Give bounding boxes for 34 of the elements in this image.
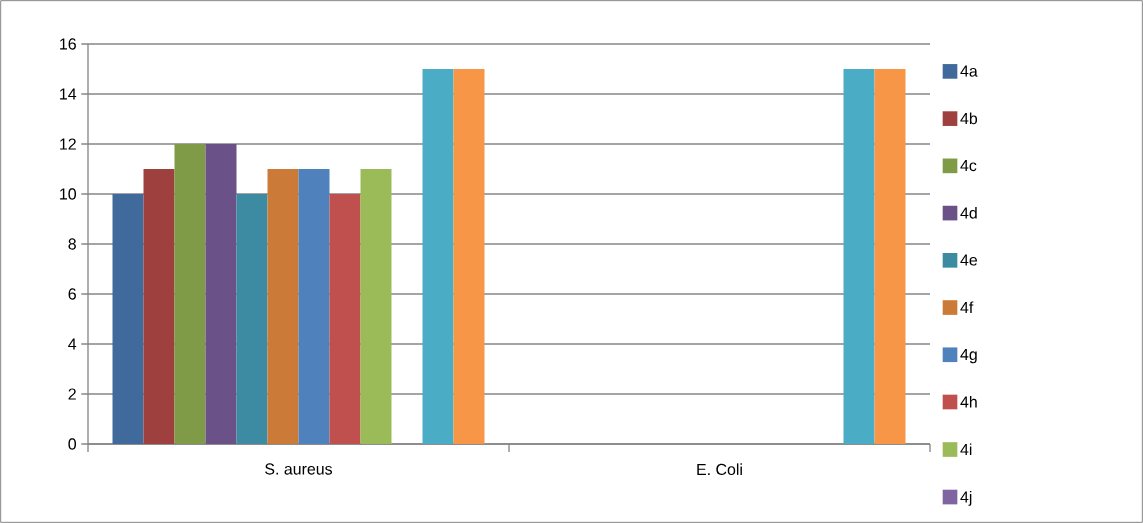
y-tick-label: 8: [68, 238, 76, 250]
legend-label: 4a: [960, 65, 978, 77]
legend-label: 4b: [960, 112, 978, 125]
legend-label: 4g: [960, 348, 977, 364]
legend-label: 4d: [960, 206, 977, 219]
y-tick-label: 0: [68, 438, 77, 450]
legend-label: 4i: [960, 443, 972, 455]
bar: [843, 69, 875, 444]
bar: [874, 69, 906, 444]
bar: [453, 69, 485, 444]
bar: [112, 194, 144, 444]
y-tick-label: 10: [60, 188, 77, 200]
y-tick-label: 4: [68, 338, 77, 350]
bar: [329, 194, 361, 444]
y-tick-label: 6: [68, 288, 76, 300]
legend-label: 4e: [960, 254, 978, 266]
bar: [143, 169, 175, 444]
x-tick-label: E. Coli: [697, 463, 742, 476]
legend-label: 4c: [960, 160, 977, 172]
y-tick-label: 2: [68, 388, 76, 400]
bar: [174, 144, 206, 444]
legend-label: 4j: [960, 490, 972, 506]
legend-label: 4f: [960, 301, 974, 313]
y-tick-label: 14: [60, 88, 77, 100]
y-tick-label: 12: [60, 138, 76, 150]
bar: [298, 169, 330, 444]
bar: [267, 169, 299, 444]
x-tick-label: S. aureus: [265, 463, 333, 475]
bar: [205, 144, 237, 444]
y-tick-label: 16: [60, 38, 76, 50]
bar: [360, 169, 392, 444]
legend-label: 4h: [960, 395, 977, 408]
bar: [422, 69, 454, 444]
bar: [236, 194, 268, 444]
